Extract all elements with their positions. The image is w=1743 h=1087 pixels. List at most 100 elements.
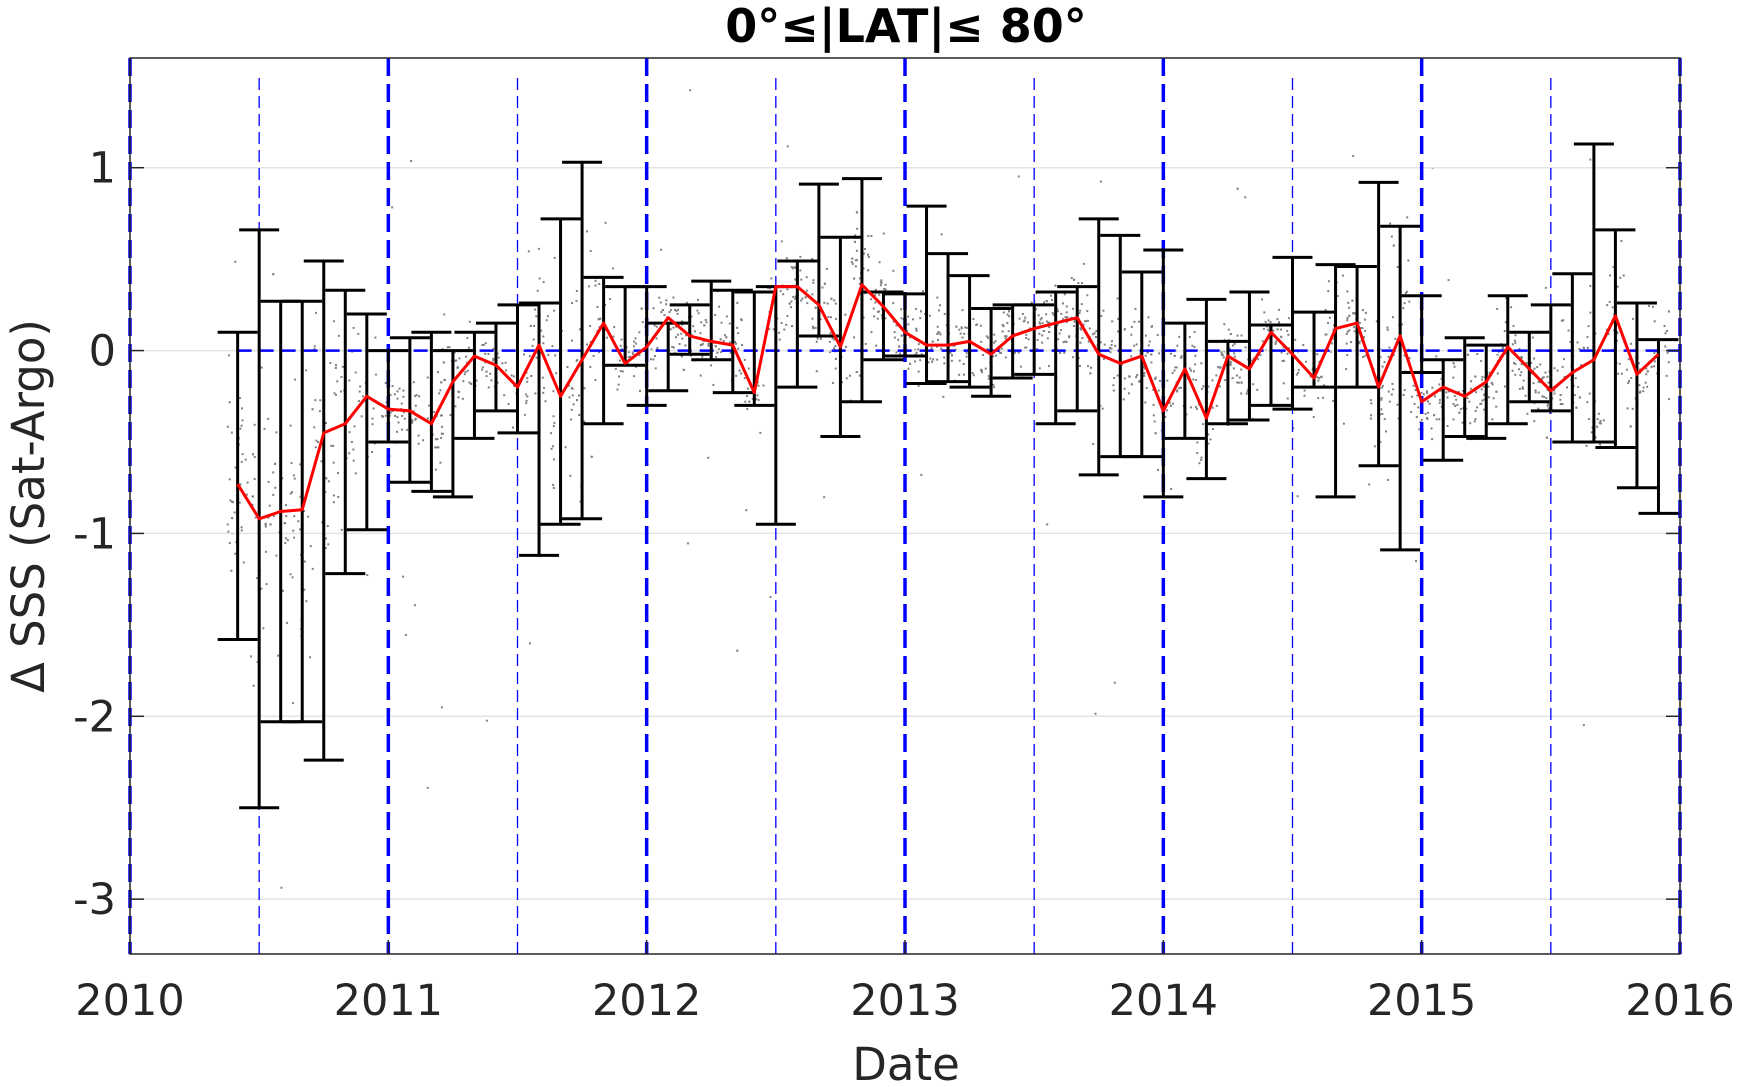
scatter-point [274, 486, 277, 489]
scatter-point [736, 301, 739, 304]
scatter-point [1128, 392, 1131, 395]
scatter-point [381, 415, 384, 418]
scatter-point [337, 495, 340, 498]
scatter-point [272, 493, 275, 496]
scatter-point [1616, 332, 1619, 335]
scatter-point [414, 418, 417, 421]
scatter-point [285, 621, 288, 624]
scatter-point [598, 282, 601, 285]
scatter-point [1392, 388, 1395, 391]
scatter-point [1023, 319, 1026, 322]
scatter-point [1200, 387, 1203, 390]
scatter-point [1122, 398, 1125, 401]
scatter-point [862, 316, 865, 319]
scatter-point [633, 375, 636, 378]
scatter-point [1207, 385, 1210, 388]
scatter-point [468, 381, 471, 384]
scatter-point [1144, 334, 1147, 337]
scatter-point [1541, 376, 1544, 379]
scatter-point [1383, 361, 1386, 364]
scatter-point [1664, 332, 1667, 335]
scatter-point [1364, 318, 1367, 321]
scatter-point [735, 374, 738, 377]
scatter-point [285, 515, 288, 518]
scatter-point [1630, 377, 1633, 380]
scatter-point [230, 431, 233, 434]
scatter-point [816, 337, 819, 340]
scatter-point [864, 248, 867, 251]
scatter-point [845, 377, 848, 380]
scatter-point [823, 282, 826, 285]
scatter-point [786, 314, 789, 317]
scatter-point [315, 439, 318, 442]
scatter-point [1518, 387, 1521, 390]
scatter-point [1188, 367, 1191, 370]
scatter-point [1416, 394, 1419, 397]
scatter-point [253, 477, 256, 480]
scatter-point [814, 306, 817, 309]
scatter-point [1275, 340, 1278, 343]
scatter-point [1336, 295, 1339, 298]
scatter-point [1541, 377, 1544, 380]
scatter-point [434, 438, 437, 441]
scatter-point [880, 314, 883, 317]
scatter-point [1386, 328, 1389, 331]
scatter-point [1102, 309, 1105, 312]
scatter-point [1387, 355, 1390, 358]
scatter-point [439, 389, 442, 392]
scatter-point [372, 407, 375, 410]
scatter-point [1221, 354, 1224, 357]
scatter-point [875, 344, 878, 347]
scatter-point [854, 259, 857, 262]
scatter-point [1465, 407, 1468, 410]
scatter-point [334, 363, 337, 366]
scatter-point [907, 315, 910, 318]
scatter-point [396, 397, 399, 400]
scatter-point [410, 160, 413, 163]
scatter-point [1512, 325, 1515, 328]
scatter-point [594, 279, 597, 282]
scatter-point [1519, 374, 1522, 377]
scatter-point [1222, 356, 1225, 359]
scatter-point [649, 358, 652, 361]
scatter-point [317, 440, 320, 443]
scatter-point [1303, 389, 1306, 392]
scatter-point [586, 230, 589, 233]
scatter-point [958, 359, 961, 362]
scatter-point [1405, 290, 1408, 293]
scatter-point [1267, 319, 1270, 322]
scatter-point [292, 529, 295, 532]
scatter-point [1303, 394, 1306, 397]
scatter-point [484, 361, 487, 364]
scatter-point [1403, 354, 1406, 357]
scatter-point [583, 420, 586, 423]
scatter-point [332, 501, 335, 504]
scatter-point [1195, 407, 1198, 410]
scatter-point [728, 322, 731, 325]
scatter-point [1346, 290, 1349, 293]
scatter-point [1504, 385, 1507, 388]
scatter-point [633, 340, 636, 343]
scatter-point [589, 249, 592, 252]
scatter-point [639, 389, 642, 392]
scatter-point [402, 395, 405, 398]
scatter-point [442, 361, 445, 364]
scatter-point [1276, 318, 1279, 321]
scatter-point [1645, 373, 1648, 376]
scatter-point [638, 354, 641, 357]
scatter-point [241, 407, 244, 410]
axes: -3 -2 -1 0 1 2010 2011 2012 2013 2014 2015 2016 [73, 57, 1735, 1026]
scatter-point [1386, 326, 1389, 329]
scatter-point [1530, 361, 1533, 364]
scatter-point [1496, 353, 1499, 356]
y-tick-label: 0 [89, 327, 116, 377]
scatter-point [815, 370, 818, 373]
scatter-point [1511, 343, 1514, 346]
scatter-point [1582, 346, 1585, 349]
scatter-point [604, 303, 607, 306]
scatter-point [874, 294, 877, 297]
scatter-point [1406, 216, 1409, 219]
scatter-point [629, 355, 632, 358]
scatter-point [1113, 681, 1116, 684]
scatter-point [1138, 320, 1141, 323]
